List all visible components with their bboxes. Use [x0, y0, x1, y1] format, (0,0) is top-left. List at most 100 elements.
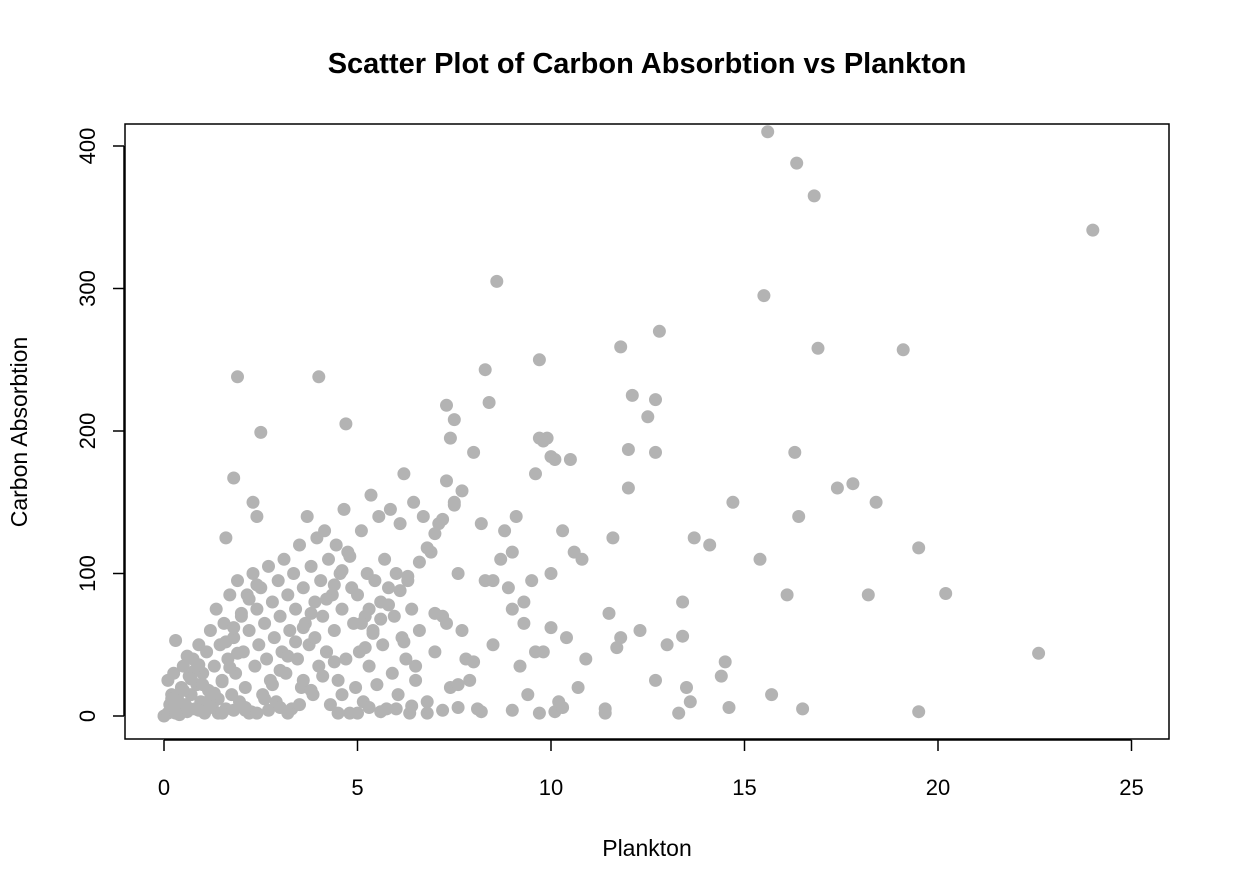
data-point [556, 524, 570, 538]
x-tick-label: 25 [1119, 775, 1143, 800]
data-point [382, 581, 395, 595]
data-point [320, 645, 333, 659]
data-point [351, 588, 364, 602]
data-point [405, 699, 419, 713]
data-point [393, 584, 407, 598]
data-point [354, 524, 368, 538]
data-point [277, 552, 291, 566]
data-point [505, 545, 519, 559]
data-point [428, 645, 442, 659]
data-point [610, 641, 624, 655]
data-point [368, 574, 382, 588]
data-point [331, 673, 345, 687]
data-point [614, 340, 628, 354]
x-tick-label: 20 [926, 775, 950, 800]
data-point [436, 703, 450, 717]
data-point [343, 549, 357, 563]
data-point [912, 541, 926, 555]
data-point [718, 655, 732, 669]
data-point [420, 706, 434, 720]
data-point [364, 488, 378, 502]
data-point [227, 471, 241, 485]
data-point [505, 703, 519, 717]
data-point [443, 431, 457, 445]
data-point [316, 609, 330, 623]
data-point [486, 638, 500, 652]
data-point [556, 701, 570, 714]
data-point [680, 681, 693, 694]
data-point [327, 578, 341, 592]
y-tick-label: 400 [75, 128, 100, 165]
data-point [250, 578, 264, 592]
data-point [351, 706, 364, 720]
data-point [223, 661, 237, 674]
data-point [207, 686, 221, 700]
data-point [327, 655, 341, 669]
data-point [703, 538, 717, 552]
data-point [231, 370, 244, 384]
data-point [242, 592, 256, 606]
data-point [420, 695, 434, 709]
data-point [498, 524, 512, 538]
data-point [563, 453, 577, 466]
data-point [281, 588, 295, 602]
x-tick-label: 0 [158, 775, 170, 800]
data-point [517, 595, 531, 609]
data-point [939, 587, 953, 600]
data-point [238, 701, 252, 714]
data-point [260, 652, 274, 666]
data-point [532, 706, 546, 720]
data-point [509, 510, 523, 523]
data-point [513, 659, 527, 673]
data-point [203, 624, 217, 637]
data-point [602, 606, 616, 620]
data-point [271, 574, 285, 588]
data-point [633, 624, 647, 637]
y-tick-label: 100 [75, 555, 100, 592]
data-point [339, 652, 353, 666]
data-point [482, 396, 496, 409]
data-point [407, 495, 421, 509]
data-point [761, 125, 775, 139]
data-point [327, 624, 341, 637]
data-point [912, 705, 926, 719]
data-point [374, 612, 388, 626]
data-point [370, 678, 384, 692]
data-point [331, 706, 345, 720]
data-point [387, 609, 401, 623]
y-tick-label: 200 [75, 413, 100, 450]
data-point [231, 646, 244, 660]
data-point [258, 616, 272, 630]
data-point [265, 678, 279, 692]
data-point [676, 629, 690, 643]
data-point [722, 701, 736, 714]
data-point [409, 659, 423, 673]
data-point [575, 552, 589, 566]
x-tick-label: 10 [539, 775, 563, 800]
data-point [544, 450, 558, 464]
data-point [250, 510, 264, 523]
data-point [451, 701, 465, 714]
data-point [397, 635, 411, 649]
data-point [428, 606, 442, 620]
data-point [223, 588, 237, 602]
data-point [293, 538, 306, 552]
data-point [532, 353, 546, 367]
data-point [383, 502, 397, 516]
data-point [293, 698, 306, 712]
data-point [362, 602, 376, 616]
data-point [529, 467, 542, 481]
data-point [463, 673, 477, 687]
data-point [861, 588, 875, 602]
data-point [335, 688, 349, 702]
data-point [467, 445, 481, 459]
data-point [296, 673, 310, 687]
data-point [250, 706, 264, 720]
data-point [440, 616, 453, 630]
data-point [544, 621, 558, 635]
data-point [258, 692, 272, 706]
data-point [176, 683, 190, 697]
data-point [362, 701, 376, 714]
data-point [436, 512, 450, 526]
y-tick-label: 300 [75, 270, 100, 307]
